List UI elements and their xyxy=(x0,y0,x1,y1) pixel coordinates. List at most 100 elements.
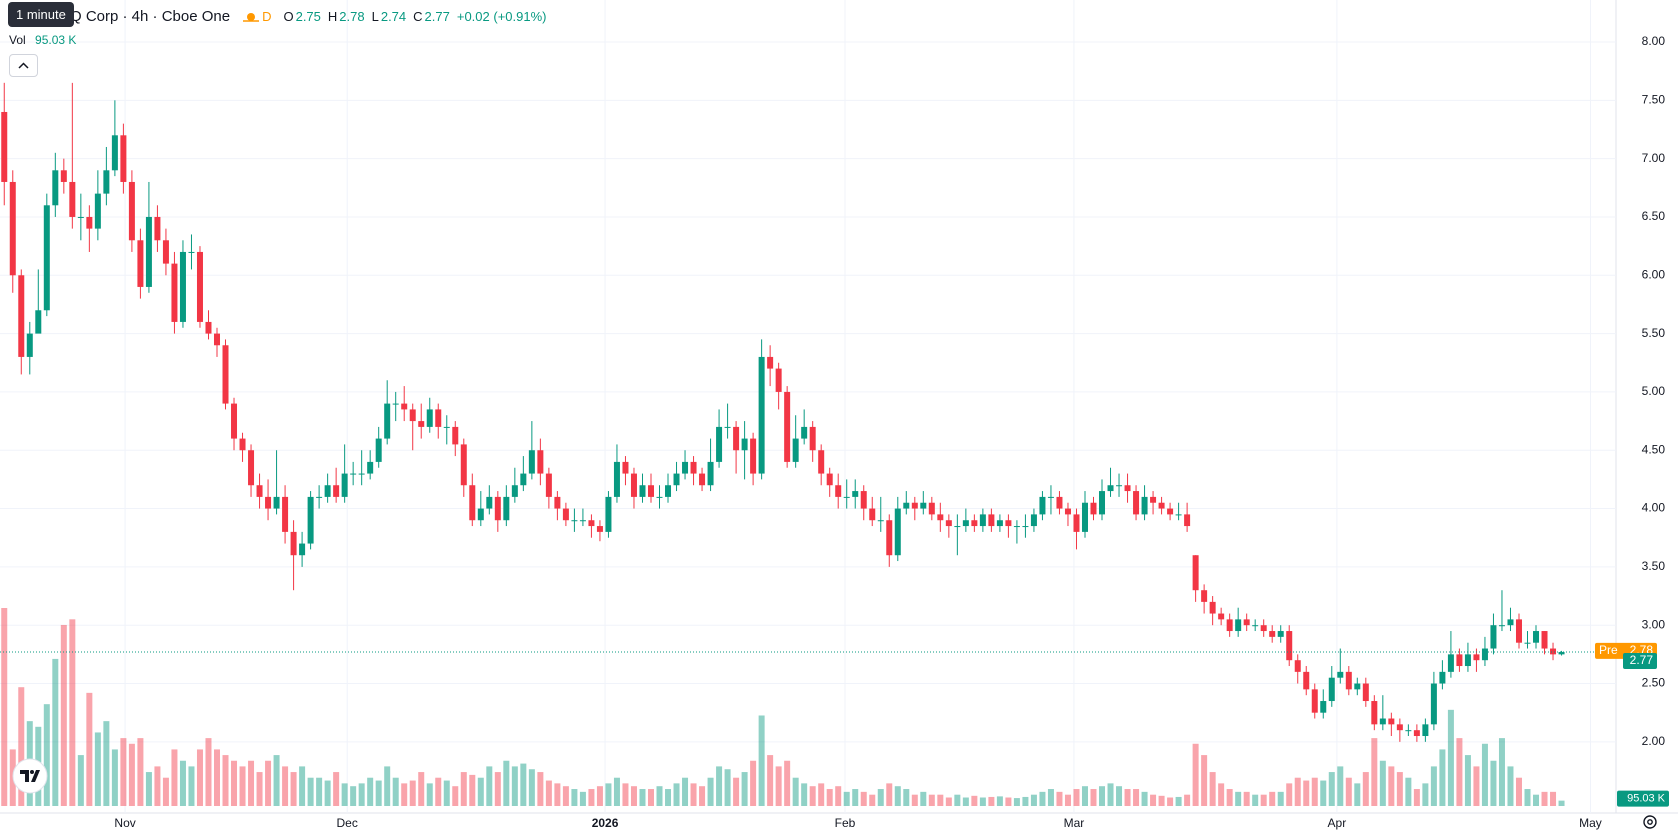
candle-body xyxy=(707,461,714,486)
symbol-title[interactable]: Q Corp · 4h · Cboe One xyxy=(70,7,231,25)
candle-body xyxy=(205,321,212,334)
volume-bar xyxy=(1243,791,1250,806)
candle-body xyxy=(1277,631,1284,637)
volume-bar xyxy=(750,760,757,806)
volume-bar xyxy=(1056,791,1063,806)
y-tick-label: 4.50 xyxy=(1642,442,1666,456)
volume-bar xyxy=(1354,783,1361,806)
candle-body xyxy=(1490,625,1497,649)
candle-body xyxy=(486,496,493,509)
candle-body xyxy=(750,438,757,474)
volume-bar xyxy=(452,786,459,806)
candle-body xyxy=(1294,660,1301,672)
candle-body xyxy=(1447,654,1454,672)
volume-bar xyxy=(1439,749,1446,806)
settings-icon[interactable] xyxy=(1640,812,1660,832)
volume-bar xyxy=(120,738,127,806)
volume-bar xyxy=(562,786,569,806)
volume-bar xyxy=(1047,789,1054,806)
volume-bar xyxy=(801,783,808,806)
candle-body xyxy=(1269,631,1276,637)
candle-body xyxy=(282,496,289,532)
y-tick-label: 7.00 xyxy=(1642,151,1666,165)
candle-body xyxy=(179,251,186,322)
candle-body xyxy=(213,333,220,346)
candle-body xyxy=(341,473,348,497)
volume-bar xyxy=(605,783,612,806)
volume-bar xyxy=(843,791,850,806)
logo[interactable] xyxy=(12,758,48,794)
candle-body xyxy=(1515,619,1522,643)
candle-body xyxy=(494,496,501,521)
volume-bar xyxy=(409,780,416,806)
candle-body xyxy=(1081,502,1088,532)
volume-bar xyxy=(1269,791,1276,806)
candle-body xyxy=(69,181,76,217)
volume-bar xyxy=(1158,795,1165,806)
volume-bar xyxy=(69,619,76,806)
volume-bar xyxy=(265,760,272,806)
volume-bar xyxy=(282,766,289,806)
candle-body xyxy=(903,502,910,509)
volume-bar xyxy=(1303,780,1310,806)
candle-body xyxy=(1150,496,1157,503)
open-value: 2.75 xyxy=(295,8,321,24)
candle-body xyxy=(835,485,842,497)
volume-bar xyxy=(1252,794,1259,806)
volume-bar xyxy=(979,797,986,806)
candle-body xyxy=(18,275,25,357)
candle-body xyxy=(375,438,382,462)
volume-bar xyxy=(1396,772,1403,806)
candle-body xyxy=(1533,631,1540,643)
volume-bar xyxy=(103,721,110,806)
x-tick-label: Mar xyxy=(1064,816,1085,830)
candle-body xyxy=(154,216,161,241)
volume-bar xyxy=(665,789,672,806)
volume-bar xyxy=(1481,743,1488,806)
candle-body xyxy=(545,473,552,497)
volume-bar xyxy=(724,769,731,806)
volume-bar xyxy=(673,783,680,806)
session-label: D xyxy=(262,8,272,24)
candle-body xyxy=(1558,652,1565,655)
collapse-button[interactable] xyxy=(9,54,38,77)
volume-bar xyxy=(860,791,867,806)
candle-body xyxy=(818,450,825,474)
volume-bar xyxy=(647,789,654,806)
volume-bar xyxy=(613,777,620,806)
candle-body xyxy=(35,310,42,334)
high-label: H xyxy=(327,8,338,24)
volume-bar xyxy=(1294,777,1301,806)
volume-bar xyxy=(1073,789,1080,806)
candle-body xyxy=(256,485,263,497)
volume-bar xyxy=(494,772,501,806)
y-tick-label: 3.50 xyxy=(1642,559,1666,573)
volume-bar xyxy=(179,760,186,806)
candle-body xyxy=(1328,677,1335,702)
candle-body xyxy=(562,508,569,521)
volume-bar xyxy=(971,795,978,806)
candle-body xyxy=(1507,619,1514,626)
volume-layer xyxy=(1,608,1565,806)
volume-bar xyxy=(1328,772,1335,806)
volume-bar xyxy=(1345,777,1352,806)
volume-bar xyxy=(435,777,442,806)
candle-body xyxy=(1133,491,1140,515)
volume-bar xyxy=(1013,798,1020,806)
candle-body xyxy=(1124,485,1131,492)
volume-bar xyxy=(1175,796,1182,806)
volume-bar xyxy=(1099,786,1106,806)
candle-body xyxy=(1396,724,1403,731)
candle-body xyxy=(639,485,646,497)
volume-bar xyxy=(1507,766,1514,806)
volume-bar xyxy=(520,763,527,806)
candle-body xyxy=(477,508,484,521)
volume-bar xyxy=(928,794,935,806)
candle-body xyxy=(1013,526,1020,528)
candle-body xyxy=(511,485,518,497)
candle-body xyxy=(699,473,706,486)
candle-body xyxy=(988,514,995,527)
volume-bar xyxy=(818,783,825,806)
candle-body xyxy=(1473,654,1480,661)
